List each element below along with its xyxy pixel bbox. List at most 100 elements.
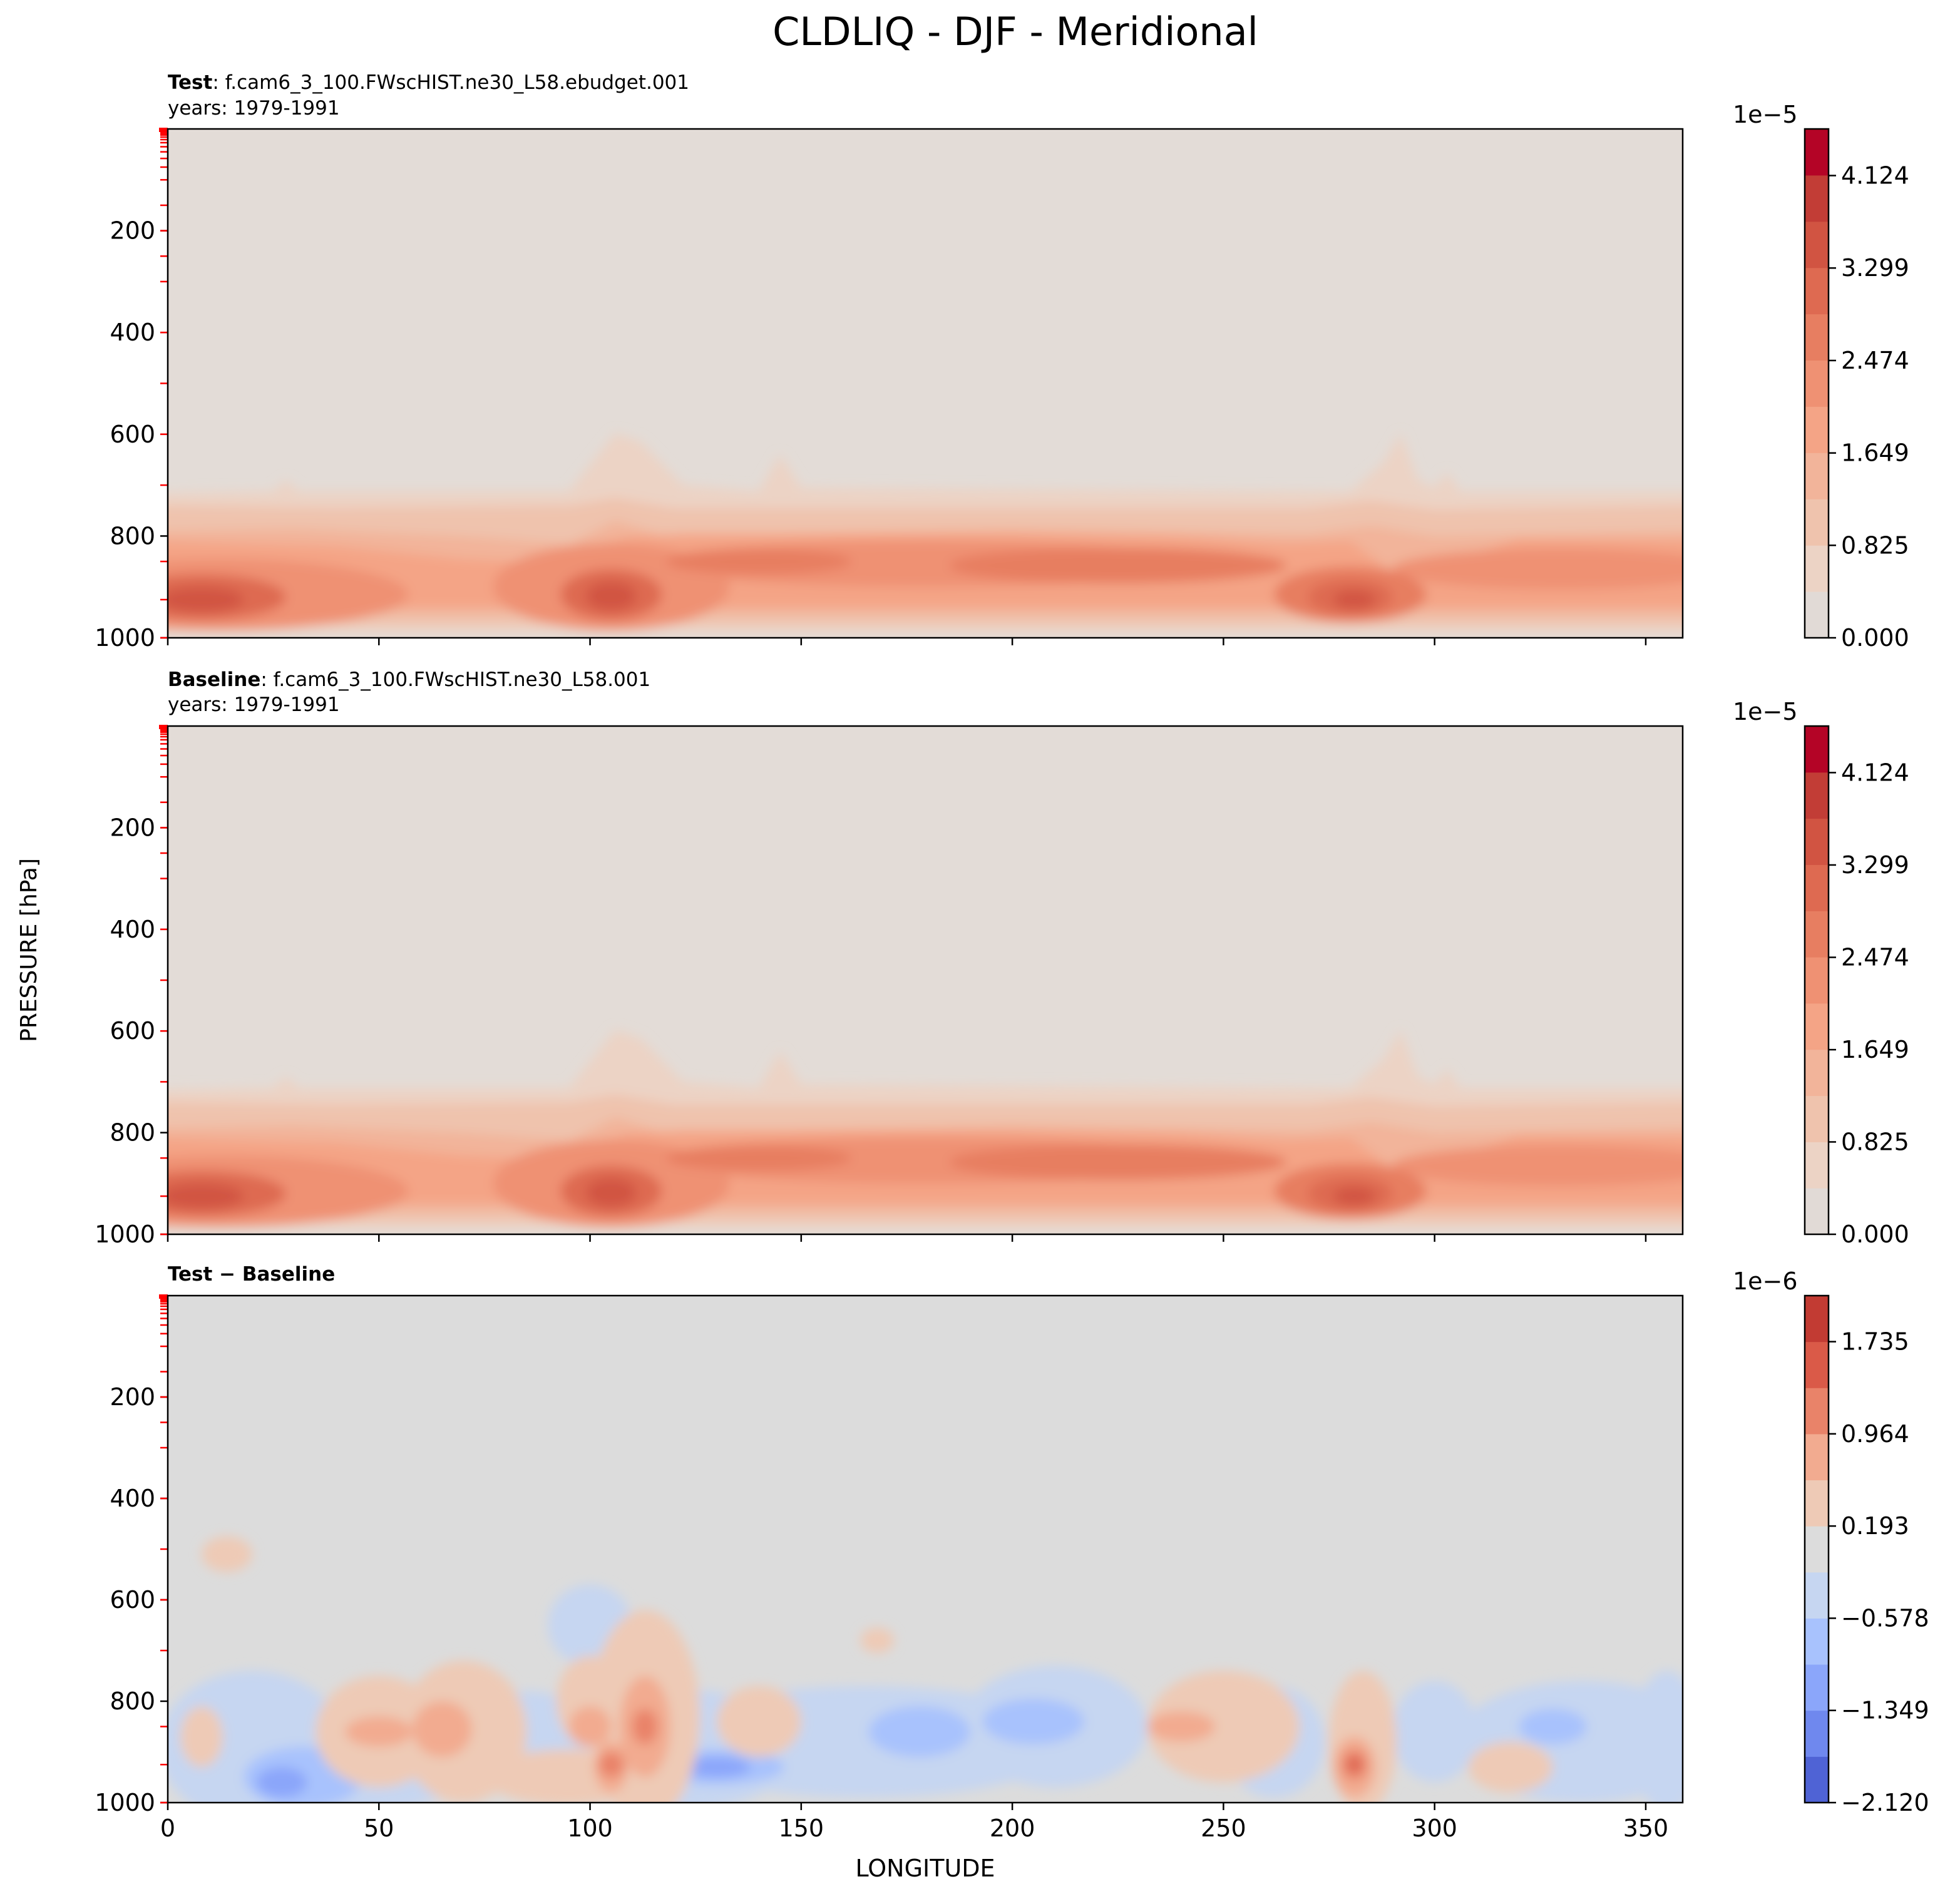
panel-test-colorbar-band [1805, 591, 1829, 638]
panel-difference-blob-38 [632, 1709, 658, 1744]
panel-baseline-contours [168, 1030, 1683, 1229]
panel-difference-blob-25 [860, 1627, 895, 1654]
panel-difference-blob-32 [568, 1706, 612, 1747]
panel-difference-blob-26 [1147, 1671, 1300, 1783]
x-axis-label: LONGITUDE [855, 1855, 995, 1882]
panel-baseline-colorbar-band [1805, 1049, 1829, 1097]
panel-difference-xtick-label-50: 50 [364, 1815, 394, 1842]
panel-test-colorbar-band [1805, 545, 1829, 592]
panel-difference-xtick-label-150: 150 [779, 1815, 824, 1842]
panel-baseline-ytick-label-600: 600 [110, 1017, 155, 1045]
panel-test-ytick-label-600: 600 [110, 421, 155, 448]
panel-difference-title: Test − Baseline [168, 1263, 335, 1286]
panel-difference-colorbar: 1e−6 −2.120 −1.349 −0.578 0.193 0.964 1.735 [1733, 1267, 1929, 1816]
panel-difference-blob-24 [716, 1686, 801, 1758]
panel-difference-blob-16 [682, 1757, 751, 1778]
panel-difference-colorbar-band [1805, 1618, 1829, 1665]
panel-difference-blob-18 [201, 1536, 252, 1572]
panel-baseline-colorbar-ticks: 0.000 0.825 1.649 2.474 3.299 4.124 [1829, 759, 1909, 1248]
panel-baseline-ytick-label-800: 800 [110, 1119, 155, 1147]
panel-difference-colorbar-tick-label: 0.193 [1841, 1512, 1909, 1540]
panel-test-red-minor-ticks [159, 128, 168, 639]
panel-baseline-ytick-label-200: 200 [110, 814, 155, 841]
panel-baseline-title: Baseline: f.cam6_3_100.FWscHIST.ne30_L58… [168, 668, 650, 691]
panel-test-colorbar-band [1805, 406, 1829, 453]
panel-baseline-colorbar-tick-label: 4.124 [1841, 759, 1909, 786]
panel-baseline-colorbar-tick-label: 1.649 [1841, 1036, 1909, 1063]
panel-difference-contours [168, 1536, 1683, 1803]
panel-baseline-colorbar: 1e−5 0.000 0.825 1.649 2.474 3.299 4.124 [1733, 698, 1909, 1248]
panel-baseline-colorbar-band [1805, 772, 1829, 819]
panel-baseline-colorbar-band [1805, 726, 1829, 773]
panel-difference-blob-15 [1519, 1709, 1587, 1744]
panel-difference-frame [167, 1294, 1684, 1804]
panel-test-subtitle: years: 1979-1991 [168, 97, 340, 120]
panel-baseline-subtitle: years: 1979-1991 [168, 694, 340, 716]
panel-baseline: Baseline: f.cam6_3_100.FWscHIST.ne30_L58… [95, 668, 1909, 1248]
panel-difference-blob-35 [1147, 1711, 1215, 1742]
panel-difference-colorbar-band [1805, 1296, 1829, 1343]
panel-test-ytick-label-200: 200 [110, 217, 155, 245]
panel-baseline-colorbar-tick-label: 0.825 [1841, 1128, 1909, 1155]
panel-test-ytick-label-800: 800 [110, 522, 155, 550]
panel-baseline-title-rest: : f.cam6_3_100.FWscHIST.ne30_L58.001 [260, 668, 650, 691]
panel-test-colorbar-band [1805, 267, 1829, 315]
panel-difference-colorbar-band [1805, 1480, 1829, 1527]
panel-baseline-blob-10 [168, 1183, 244, 1209]
panel-baseline-xticks [167, 1234, 1647, 1242]
panel-baseline-field [168, 1030, 1683, 1229]
panel-difference-xtick-label-250: 250 [1201, 1815, 1246, 1842]
panel-difference-colorbar-band [1805, 1388, 1829, 1435]
panel-test-colorbar-bands [1805, 129, 1829, 638]
panel-difference-blob-13 [868, 1706, 970, 1758]
panel-baseline-colorbar-band [1805, 1142, 1829, 1189]
panel-difference-colorbar-tick-label: −2.120 [1841, 1789, 1929, 1816]
panel-test-ytick-label-400: 400 [110, 319, 155, 346]
panel-difference-ytick-label-200: 200 [110, 1383, 155, 1411]
panel-test-colorbar-tick-label: 4.124 [1841, 161, 1909, 189]
panel-baseline-colorbar-band [1805, 957, 1829, 1004]
panel-difference-blob-14 [982, 1698, 1084, 1744]
panel-test-model-level-cluster [159, 128, 168, 132]
panel-difference-blob-40 [1348, 1758, 1361, 1771]
panel-test-colorbar: 1e−5 0.000 0.825 1.649 2.474 3.299 4.124 [1733, 101, 1909, 652]
panel-test-title: Test: f.cam6_3_100.FWscHIST.ne30_L58.ebu… [168, 71, 689, 94]
panel-baseline-colorbar-band [1805, 864, 1829, 911]
panel-baseline-model-level-cluster [159, 725, 168, 729]
panel-difference-colorbar-ticks: −2.120 −1.349 −0.578 0.193 0.964 1.735 [1829, 1328, 1929, 1816]
panel-test-colorbar-band [1805, 129, 1829, 176]
panel-difference-blob-10 [1633, 1671, 1683, 1803]
panel-difference-field [168, 1536, 1683, 1803]
panel-difference-colorbar-multiplier: 1e−6 [1733, 1267, 1798, 1295]
panel-baseline-blob-3 [1392, 1145, 1683, 1186]
panel-baseline-ytick-label-400: 400 [110, 916, 155, 943]
panel-baseline-colorbar-band [1805, 1188, 1829, 1235]
panel-difference-colorbar-bands [1805, 1296, 1829, 1803]
panel-test-colorbar-frame [1804, 128, 1830, 639]
panel-test-blob-4 [665, 548, 852, 575]
panel-baseline-yticks: 200 400 600 800 1000 [95, 814, 168, 1248]
panel-difference-model-level-cluster [159, 1294, 168, 1299]
panel-baseline-colorbar-tick-label: 3.299 [1841, 851, 1909, 879]
panel-test-colorbar-band [1805, 453, 1829, 499]
panel-baseline-blob-12 [1333, 1187, 1376, 1205]
panel-difference-ytick-label-1000: 1000 [95, 1789, 155, 1816]
panel-baseline-colorbar-band [1805, 818, 1829, 865]
panel-baseline-colorbar-band [1805, 911, 1829, 958]
panel-baseline-colorbar-tick-label: 0.000 [1841, 1221, 1909, 1248]
panel-difference-colorbar-band [1805, 1710, 1829, 1757]
panel-difference-colorbar-band [1805, 1526, 1829, 1573]
panel-test-colorbar-tick-label: 3.299 [1841, 254, 1909, 282]
panel-test-blob-12 [1333, 590, 1376, 609]
panel-difference-blob-30 [345, 1716, 413, 1747]
panel-test-xticks [167, 638, 1647, 645]
panel-baseline-colorbar-band [1805, 1095, 1829, 1142]
panel-difference-xtick-label-300: 300 [1412, 1815, 1457, 1842]
panel-difference-blob-8 [1392, 1681, 1477, 1783]
panel-difference-colorbar-tick-label: 0.964 [1841, 1420, 1909, 1448]
panel-difference: Test − Baseline 200 400 600 800 1000 0 50 100 1… [95, 1263, 1929, 1842]
panel-difference-xtick-label-200: 200 [990, 1815, 1035, 1842]
panel-test-frame [167, 128, 1684, 639]
panel-difference-colorbar-frame [1804, 1294, 1830, 1804]
